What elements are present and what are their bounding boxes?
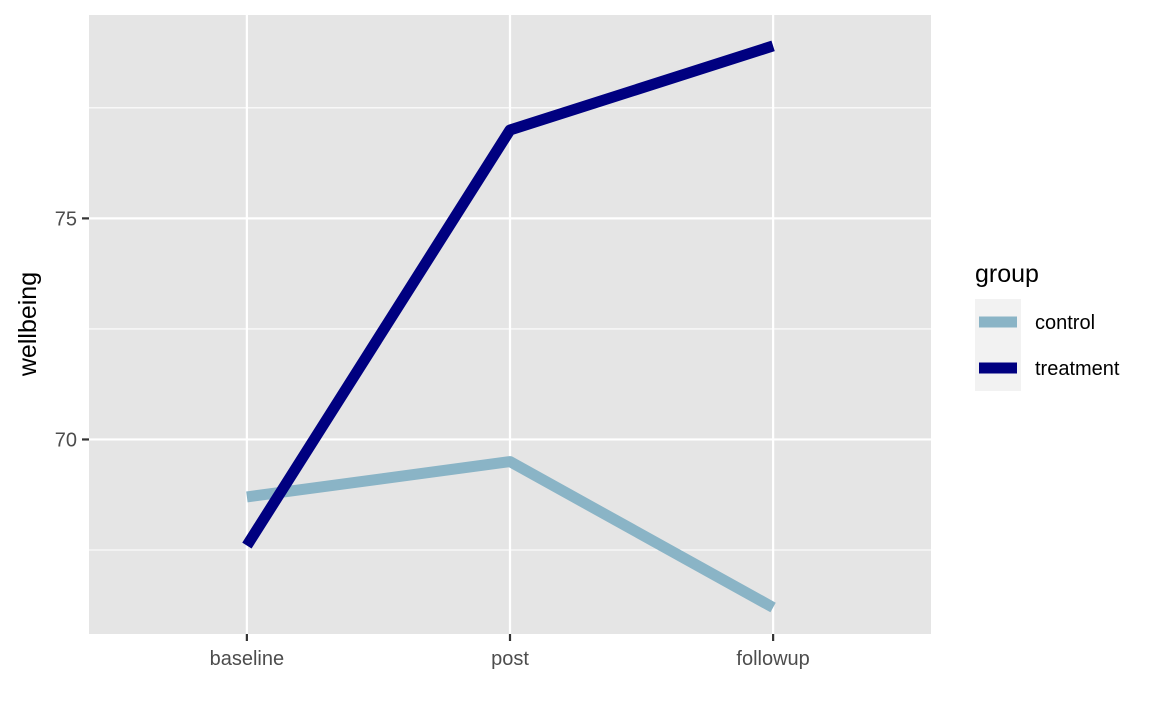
x-tick-label: baseline <box>210 648 285 670</box>
legend: group control treatment <box>975 260 1120 391</box>
y-axis: 70 75 <box>55 208 89 451</box>
y-tick-label: 75 <box>55 208 77 230</box>
x-tick-label: post <box>491 648 529 670</box>
major-gridlines <box>89 15 931 634</box>
legend-label-treatment: treatment <box>1035 358 1120 380</box>
legend-title: group <box>975 260 1039 288</box>
series-lines <box>242 40 776 613</box>
series-line-control <box>246 456 776 613</box>
x-axis: baseline post followup <box>210 634 810 670</box>
series-line-treatment <box>242 40 775 549</box>
y-tick-label: 70 <box>55 429 77 451</box>
legend-label-control: control <box>1035 312 1095 334</box>
x-tick-label: followup <box>736 648 809 670</box>
y-axis-title: wellbeing <box>14 272 42 377</box>
